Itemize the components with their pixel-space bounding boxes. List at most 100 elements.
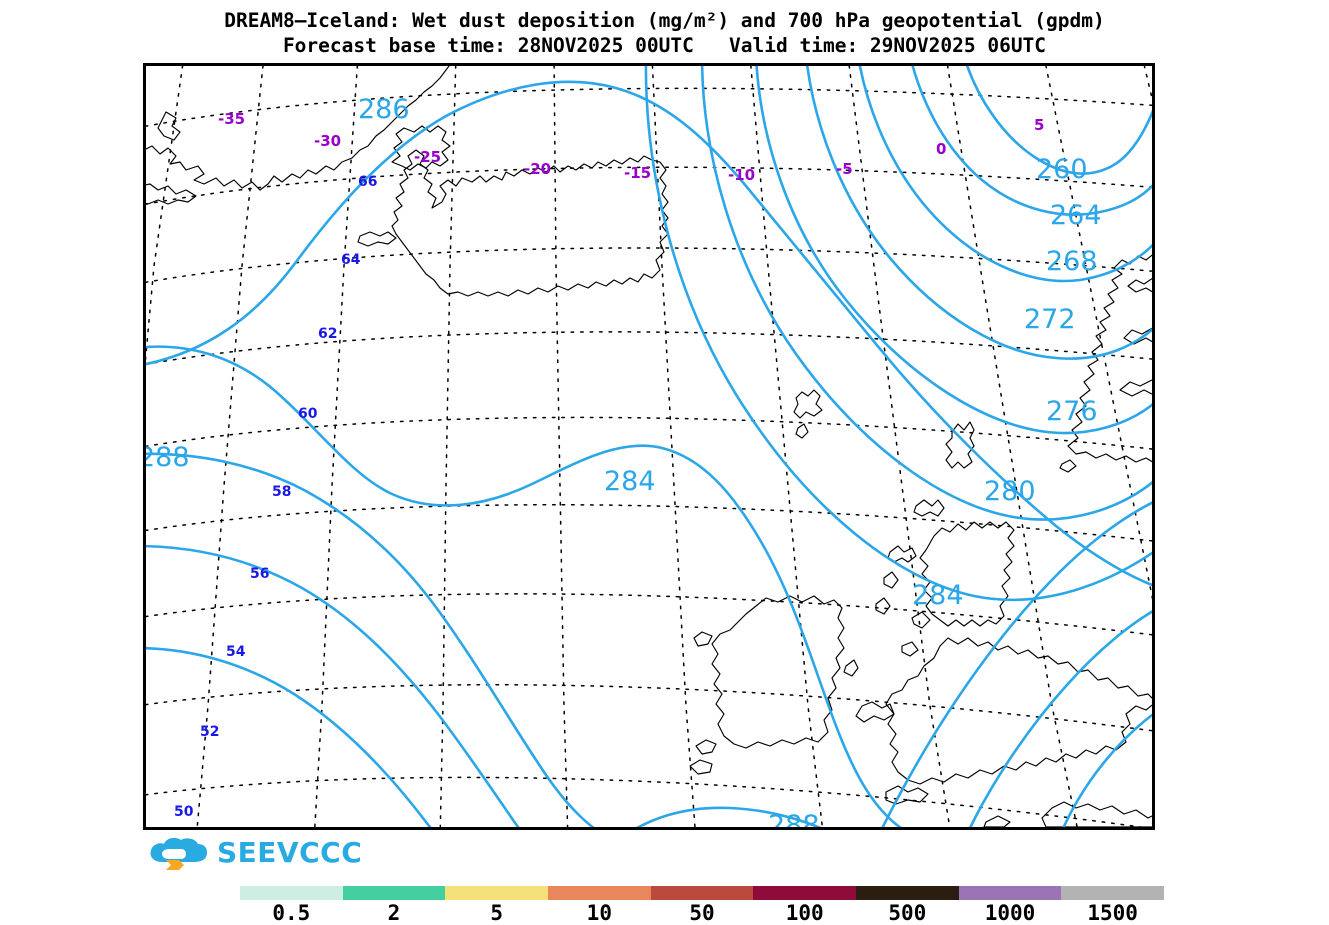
geo-label-264: 264 — [1050, 200, 1102, 231]
coastline-orkney — [913, 499, 945, 517]
coastline-faroe-islands — [793, 389, 823, 419]
geopotential-contour-labels: 286 260 264 268 272 276 280 284 284 288 … — [146, 94, 1102, 827]
coastline-norway-fjord-2 — [1123, 327, 1152, 345]
colorbar-labels: 0.5 2 5 10 50 100 500 1000 1500 — [240, 901, 1164, 925]
coastline-norway-islands — [1059, 459, 1077, 473]
colorbar-tick-10: 10 — [586, 901, 612, 925]
coastline-greenland-inlet — [146, 183, 197, 205]
coastline-ireland — [711, 595, 845, 749]
cloud-icon — [148, 836, 210, 870]
coastline-ireland-sw-2 — [689, 759, 713, 775]
coastline-scotland — [919, 521, 1015, 627]
map-canvas[interactable]: 66 64 62 60 58 56 54 52 50 -35 -30 -25 -… — [146, 66, 1152, 827]
coastlines — [146, 66, 1152, 827]
isoline-264 — [911, 66, 1152, 216]
colorbar-tick-5: 5 — [490, 901, 503, 925]
lon-label-m5: -5 — [836, 160, 853, 178]
lat-label-50: 50 — [174, 804, 194, 820]
geopotential-isolines — [146, 66, 1152, 827]
coastline-hebrides-2 — [883, 571, 899, 589]
geo-label-284-scotland: 284 — [912, 580, 964, 611]
lon-label-m30: -30 — [314, 132, 341, 150]
chart-title-line-2: Forecast base time: 28NOV2025 00UTC Vali… — [282, 34, 1047, 57]
latitude-labels: 66 64 62 60 58 56 54 52 50 — [174, 174, 377, 820]
lon-label-m25: -25 — [414, 148, 441, 166]
geo-label-260: 260 — [1036, 154, 1088, 185]
isoline-lower-right-b — [969, 610, 1152, 827]
colorbar-tick-1500: 1500 — [1087, 901, 1138, 925]
seevccc-logo: SEEVCCC — [148, 833, 362, 873]
geo-label-272: 272 — [1024, 304, 1076, 335]
colorbar-tick-1000: 1000 — [984, 901, 1036, 925]
coastline-england-wales — [885, 637, 1152, 785]
graticule-longitude-lines — [146, 66, 1152, 827]
longitude-labels: -35 -30 -25 -20 -15 -10 -5 0 5 — [218, 110, 1044, 184]
isoline-272 — [806, 66, 1152, 360]
isoline-bottom-center — [636, 806, 822, 827]
geo-label-280: 280 — [984, 476, 1036, 507]
lon-label-5: 5 — [1034, 116, 1044, 134]
isoline-lower-right-c — [1062, 713, 1152, 827]
isoline-lower-right-a — [881, 501, 1152, 827]
coastline-brittany — [983, 815, 1011, 827]
lon-label-m15: -15 — [624, 164, 651, 182]
lat-label-64: 64 — [341, 252, 361, 268]
coastline-ireland-sw — [695, 739, 717, 755]
lat-label-62: 62 — [318, 326, 337, 342]
colorbar-segment-8 — [1061, 886, 1165, 900]
coastline-greenland-fjord — [157, 111, 181, 141]
geo-label-276: 276 — [1046, 396, 1098, 427]
isoline-288-bottom — [146, 646, 432, 827]
coastline-isle-of-man — [843, 659, 859, 677]
title-block: DREAM8—Iceland: Wet dust deposition (mg/… — [0, 8, 1329, 58]
lat-label-66: 66 — [358, 174, 377, 190]
geo-label-288-bottom: 288 — [768, 810, 820, 827]
isoline-276 — [755, 66, 1152, 435]
colorbar-tick-100: 100 — [785, 901, 824, 925]
colorbar-segment-3 — [548, 886, 651, 900]
colorbar-segment-5 — [753, 886, 857, 900]
isoline-286 — [146, 80, 1152, 587]
geo-label-284-central: 284 — [604, 466, 656, 497]
colorbar-segment-4 — [650, 886, 754, 900]
coastline-skye — [911, 611, 931, 629]
coastline-faroe-small — [795, 423, 809, 439]
coastline-iceland-peninsula-sw — [357, 231, 397, 247]
isoline-280 — [700, 66, 1152, 521]
coastline-shetland — [945, 421, 975, 469]
colorbar-tick-500: 500 — [888, 901, 927, 925]
isoline-260 — [965, 66, 1152, 175]
colorbar-segment-2 — [445, 886, 549, 900]
colorbar-segment-1 — [342, 886, 446, 900]
coastline-iceland — [391, 149, 669, 297]
lat-label-54: 54 — [226, 644, 246, 660]
lat-label-58: 58 — [272, 484, 291, 500]
lon-label-m10: -10 — [728, 166, 755, 184]
coastline-wales-peninsula — [855, 701, 895, 723]
isoline-288-lower — [146, 544, 520, 827]
colorbar-segment-7 — [958, 886, 1062, 900]
coastline-iceland-westfjords — [391, 125, 451, 171]
isoline-288-left — [146, 452, 595, 827]
map-panel[interactable]: 66 64 62 60 58 56 54 52 50 -35 -30 -25 -… — [143, 63, 1155, 830]
coastline-ireland-nw — [693, 631, 713, 647]
lat-label-52: 52 — [200, 724, 219, 740]
chart-title-line-1: DREAM8—Iceland: Wet dust deposition (mg/… — [224, 9, 1105, 32]
logo-text: SEEVCCC — [217, 836, 363, 869]
graticule-latitude-lines — [146, 87, 1152, 827]
geo-label-286: 286 — [358, 94, 410, 125]
coastline-norway-fjord-1 — [1127, 277, 1152, 293]
colorbar-segment-0 — [240, 886, 343, 900]
colorbar-tick-2: 2 — [387, 901, 401, 925]
coastline-mull — [901, 641, 919, 657]
lon-label-m35: -35 — [218, 110, 245, 128]
isoline-284-central — [146, 345, 902, 827]
lat-label-60: 60 — [298, 406, 318, 422]
coastline-cornwall — [885, 785, 929, 805]
colorbar — [240, 886, 1165, 900]
lon-label-0: 0 — [936, 140, 946, 158]
geo-label-268: 268 — [1046, 246, 1098, 277]
coastline-france — [1041, 801, 1152, 827]
coastline-hebrides-3 — [875, 597, 891, 615]
colorbar-tick-50: 50 — [689, 901, 715, 925]
